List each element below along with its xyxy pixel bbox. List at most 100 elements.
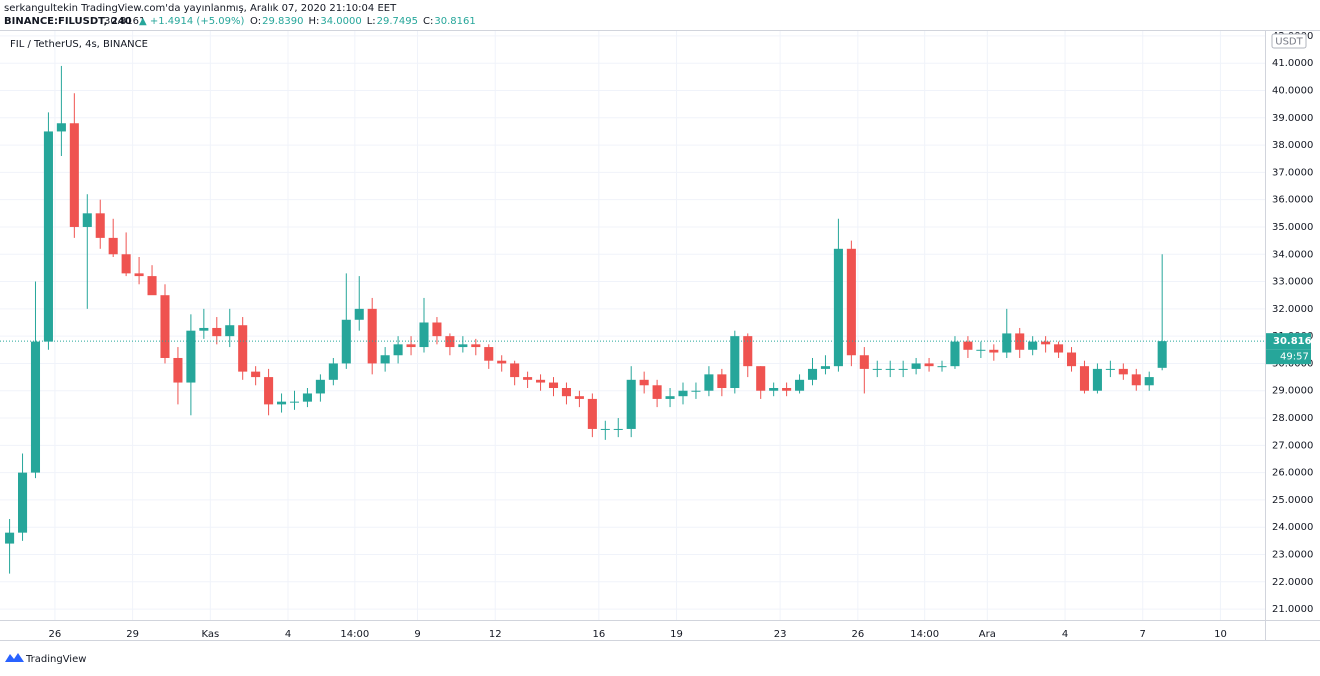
candle-body: [769, 388, 779, 391]
logo-icon: [5, 653, 24, 662]
ohlc-label: O:: [250, 16, 261, 27]
price-change: ▲ +1.4914 (+5.09%): [139, 16, 244, 27]
candle-body: [354, 308, 364, 320]
candle-body: [872, 368, 882, 370]
y-tick-label: 33.0000: [1272, 277, 1313, 288]
candle-body: [833, 248, 843, 367]
symbol: BINANCE:FILUSDT, 240: [4, 16, 132, 27]
ohlc-label: C:: [423, 16, 433, 27]
candle-body: [795, 379, 805, 391]
candle-body: [497, 360, 507, 364]
countdown-box: [1266, 349, 1311, 365]
ohlc-label: H:: [308, 16, 319, 27]
candle-body: [1002, 333, 1012, 353]
brand: TradingView: [25, 654, 86, 665]
candle-body: [121, 254, 131, 274]
candle-body: [173, 357, 183, 383]
candle-body: [1041, 341, 1051, 345]
candle-body: [613, 428, 623, 430]
candle-body: [561, 388, 571, 397]
grid: [0, 31, 1265, 620]
last-price-box: [1266, 333, 1311, 350]
x-tick-label: Ara: [979, 629, 996, 640]
candle-body: [1118, 368, 1128, 375]
candle-body: [432, 322, 442, 337]
y-tick-label: 36.0000: [1272, 195, 1313, 206]
candle-body: [147, 276, 157, 296]
x-tick-label: 7: [1140, 629, 1146, 640]
candle-body: [743, 336, 753, 367]
candle-body: [341, 319, 351, 364]
y-tick-label: 37.0000: [1272, 167, 1313, 178]
x-tick-label: Kas: [201, 629, 219, 640]
candle-body: [484, 347, 494, 361]
candle-body: [419, 322, 429, 348]
candle-body: [212, 327, 222, 337]
candle-body: [1079, 366, 1090, 391]
ohlc-value: 29.7495: [377, 16, 418, 27]
candle-body: [406, 344, 416, 348]
candle-body: [626, 379, 636, 429]
y-tick-label: 23.0000: [1272, 549, 1313, 560]
candle-body: [1131, 374, 1141, 386]
candle-body: [134, 273, 144, 277]
y-tick-label: 28.0000: [1272, 413, 1313, 424]
x-tick-label: 12: [489, 629, 502, 640]
currency: USDT: [1275, 37, 1303, 48]
candle-body: [95, 213, 105, 238]
candle-body: [82, 213, 92, 227]
x-tick-label: 10: [1214, 629, 1227, 640]
x-tick-label: 14:00: [340, 629, 369, 640]
candle-body: [924, 363, 934, 367]
candle-body: [898, 368, 908, 370]
candle-body: [639, 379, 649, 386]
candle-body: [846, 248, 856, 356]
candle-body: [56, 123, 66, 132]
candle-body: [678, 390, 688, 397]
candle-body: [1092, 368, 1102, 391]
candle-body: [30, 341, 41, 473]
x-tick-label: 14:00: [910, 629, 939, 640]
y-tick-label: 38.0000: [1272, 140, 1313, 151]
last-price-label: 30.8161: [1273, 336, 1319, 347]
candle-body: [976, 349, 986, 351]
y-tick-label: 22.0000: [1272, 577, 1313, 588]
candle-body: [69, 123, 79, 227]
candle-body: [523, 377, 533, 380]
y-tick-label: 21.0000: [1272, 604, 1313, 615]
candle-body: [1054, 344, 1064, 353]
candle-body: [691, 390, 701, 392]
candle-body: [108, 237, 118, 255]
candle-body: [510, 363, 520, 378]
candle-body: [43, 131, 53, 342]
chart-title: FIL / TetherUS, 4s, BINANCE: [10, 39, 148, 50]
candle-body: [251, 371, 261, 378]
y-tick-label: 29.0000: [1272, 386, 1313, 397]
candle-body: [458, 344, 468, 348]
candle-body: [1066, 352, 1077, 367]
candles: [5, 65, 1167, 574]
ohlc-label: L:: [367, 16, 376, 27]
candle-body: [471, 344, 481, 348]
candle-body: [238, 325, 248, 372]
candle-body: [225, 325, 235, 337]
candle-body: [730, 336, 740, 389]
y-tick-label: 35.0000: [1272, 222, 1313, 233]
candle-body: [963, 341, 973, 350]
y-tick-label: 32.0000: [1272, 304, 1313, 315]
candle-body: [989, 349, 999, 353]
candle-body: [1105, 368, 1115, 370]
candle-body: [587, 398, 597, 429]
last-price: 30.8161: [104, 16, 145, 27]
candle-body: [600, 428, 610, 430]
candle-body: [652, 385, 662, 399]
y-tick-label: 41.0000: [1272, 58, 1313, 69]
candle-body: [277, 401, 287, 405]
candle-body: [885, 368, 895, 370]
candle-body: [911, 363, 921, 369]
x-tick-label: 23: [774, 629, 787, 640]
candle-body: [5, 532, 15, 544]
y-tick-label: 34.0000: [1272, 249, 1313, 260]
candle-body: [536, 379, 546, 383]
candle-body: [264, 377, 274, 405]
